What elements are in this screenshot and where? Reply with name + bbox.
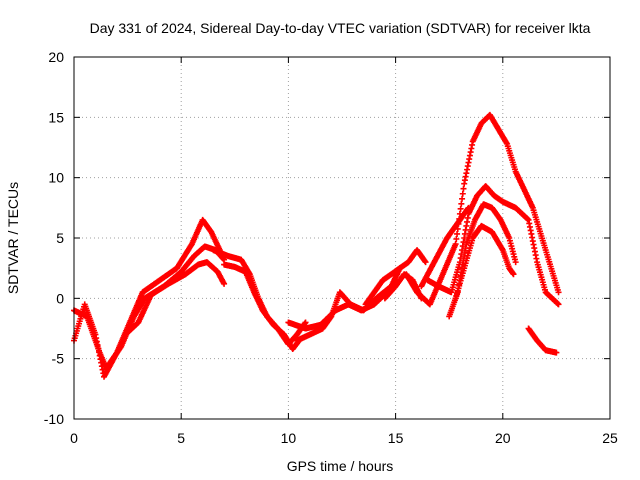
x-tick-label: 25 xyxy=(602,430,618,446)
data-point xyxy=(452,241,459,248)
data-point xyxy=(555,289,562,296)
data-point xyxy=(460,185,467,192)
data-point xyxy=(555,301,562,308)
data-point xyxy=(510,271,517,278)
data-point xyxy=(512,259,519,266)
series-sat-track-8 xyxy=(362,247,429,308)
series-sat-track-3 xyxy=(122,259,228,338)
y-axis: -10 -5 0 5 10 15 20 xyxy=(44,49,610,427)
x-tick-label: 10 xyxy=(281,430,297,446)
data-point xyxy=(221,280,228,287)
data-point xyxy=(459,190,466,197)
series-sat-track-11 xyxy=(424,183,562,308)
y-tick-label: -10 xyxy=(44,411,64,427)
x-tick-label: 15 xyxy=(388,430,404,446)
x-axis: 0 5 10 15 20 25 xyxy=(70,57,618,446)
series-sat-track-13 xyxy=(452,222,517,302)
data-point xyxy=(453,236,460,243)
y-tick-label: -5 xyxy=(52,351,65,367)
series-sat-track-5 xyxy=(221,261,303,353)
data-point xyxy=(458,200,465,207)
x-tick-label: 5 xyxy=(177,430,185,446)
data-point xyxy=(422,259,429,266)
data-point xyxy=(459,195,466,202)
series-sat-track-15 xyxy=(525,325,560,356)
data-point xyxy=(454,230,461,237)
series-sat-track-12 xyxy=(446,201,519,320)
data-series xyxy=(71,111,562,380)
y-tick-label: 10 xyxy=(48,170,64,186)
y-tick-label: 5 xyxy=(56,230,64,246)
data-point xyxy=(302,319,309,326)
series-sat-track-14 xyxy=(418,204,472,290)
data-point xyxy=(465,204,472,211)
y-tick-label: 0 xyxy=(56,290,64,306)
y-axis-label: SDTVAR / TECUs xyxy=(5,182,21,294)
data-point xyxy=(457,205,464,212)
chart-title: Day 331 of 2024, Sidereal Day-to-day VTE… xyxy=(90,20,591,36)
x-tick-label: 0 xyxy=(70,430,78,446)
y-tick-label: 20 xyxy=(48,49,64,65)
y-tick-label: 15 xyxy=(48,109,64,125)
x-tick-label: 20 xyxy=(495,430,511,446)
x-axis-label: GPS time / hours xyxy=(287,458,394,474)
data-point xyxy=(553,349,560,356)
